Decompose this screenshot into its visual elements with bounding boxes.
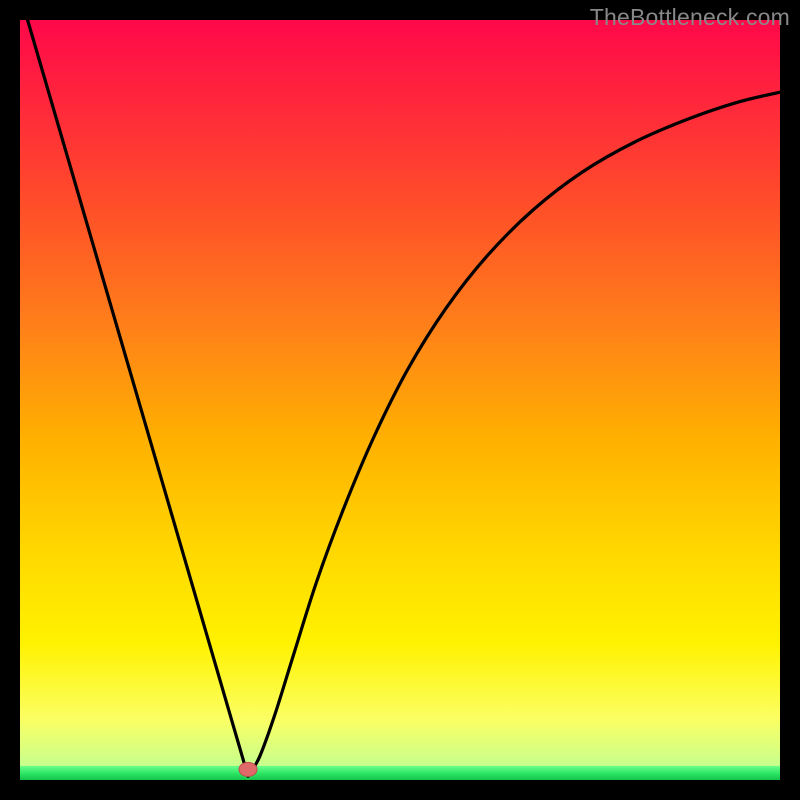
watermark-text: TheBottleneck.com: [590, 4, 790, 31]
plot-area: [20, 20, 780, 780]
chart-stage: TheBottleneck.com: [0, 0, 800, 800]
bottleneck-curve: [28, 20, 780, 776]
curve-layer: [20, 20, 780, 780]
vertex-marker: [239, 762, 257, 776]
plot-inner: [20, 20, 780, 780]
